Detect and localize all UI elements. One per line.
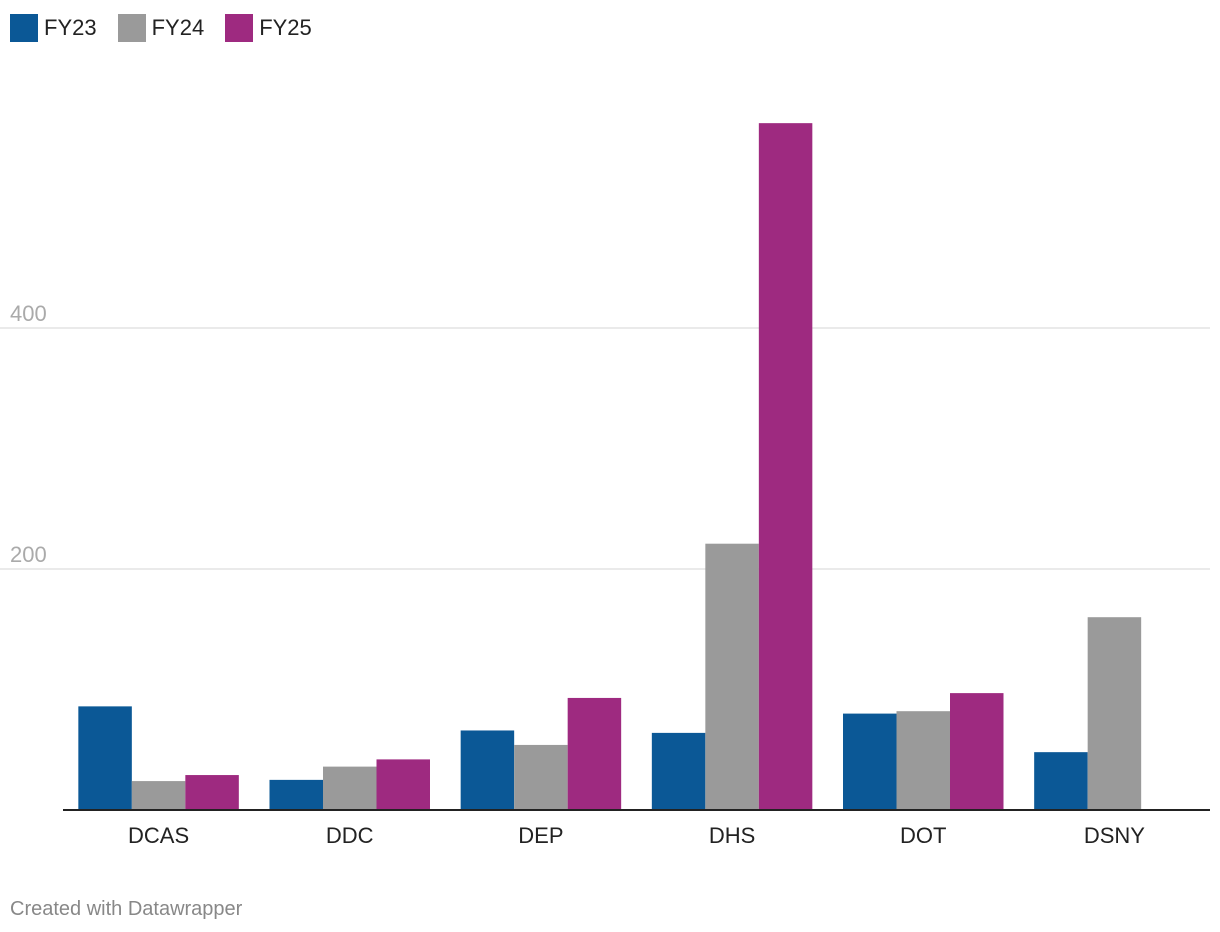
bar-dot-fy23 bbox=[843, 713, 897, 810]
bar-ddc-fy25 bbox=[376, 759, 430, 810]
bar-ddc-fy24 bbox=[323, 766, 377, 810]
bar-ddc-fy23 bbox=[269, 779, 323, 810]
bar-dsny-fy24 bbox=[1087, 617, 1142, 810]
x-tick-label-dsny: DSNY bbox=[1084, 823, 1145, 848]
grid-layer: 200 400 bbox=[0, 301, 1210, 570]
bar-dot-fy25 bbox=[950, 693, 1004, 810]
footer-credit: Created with Datawrapper bbox=[10, 898, 243, 920]
legend-swatch-fy25 bbox=[225, 14, 254, 42]
bar-dcas-fy25 bbox=[185, 775, 239, 810]
legend-swatch-fy23 bbox=[10, 14, 38, 42]
bar-dep-fy25 bbox=[567, 697, 622, 810]
legend-item-fy23: FY23 bbox=[10, 14, 97, 42]
x-tick-label-dot: DOT bbox=[900, 823, 946, 848]
y-tick-label-400: 400 bbox=[10, 301, 47, 326]
x-tick-label-dep: DEP bbox=[518, 823, 563, 848]
bar-chart: 200 400 DCAS DDC DEP DHS DOT DSNY bbox=[0, 123, 1210, 848]
bar-dcas-fy24 bbox=[131, 781, 186, 810]
legend-swatch-fy24 bbox=[117, 14, 146, 42]
bar-dsny-fy23 bbox=[1034, 752, 1088, 810]
bar-dhs-fy24 bbox=[705, 543, 759, 810]
legend-item-fy24: FY24 bbox=[117, 14, 205, 42]
bar-layer bbox=[78, 123, 1142, 810]
legend-label-fy23: FY23 bbox=[44, 15, 97, 40]
x-tick-label-ddc: DDC bbox=[326, 823, 374, 848]
bar-dhs-fy25 bbox=[758, 123, 813, 810]
bar-dep-fy24 bbox=[514, 744, 568, 810]
x-tick-label-dhs: DHS bbox=[709, 823, 755, 848]
legend-item-fy25: FY25 bbox=[225, 14, 312, 42]
legend-label-fy24: FY24 bbox=[151, 15, 205, 40]
legend: FY23 FY24 FY25 bbox=[10, 13, 333, 43]
legend-label-fy25: FY25 bbox=[259, 15, 312, 40]
bar-dcas-fy23 bbox=[78, 706, 132, 810]
bar-dhs-fy23 bbox=[651, 732, 706, 810]
x-tick-label-dcas: DCAS bbox=[128, 823, 189, 848]
y-tick-label-200: 200 bbox=[10, 542, 47, 567]
axis-layer: DCAS DDC DEP DHS DOT DSNY bbox=[63, 809, 1210, 848]
bar-dep-fy23 bbox=[460, 730, 515, 810]
bar-dot-fy24 bbox=[896, 711, 950, 810]
